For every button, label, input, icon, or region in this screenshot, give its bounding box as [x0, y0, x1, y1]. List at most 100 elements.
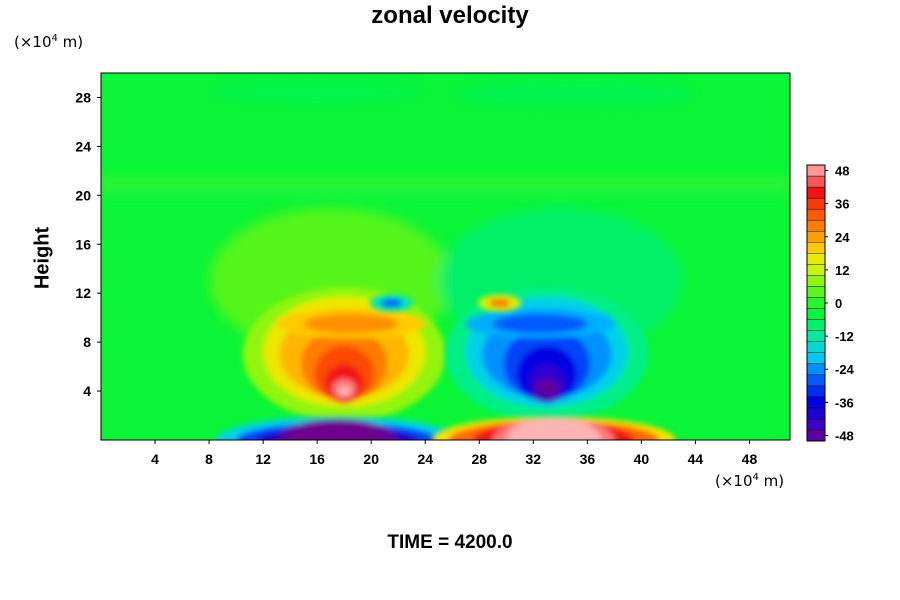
y-tick-label: 8: [83, 334, 91, 350]
colorbar-bin: [806, 208, 826, 221]
x-tick: 28: [471, 440, 487, 467]
x-tick-label: 40: [634, 451, 650, 467]
colorbar-bin: [806, 253, 826, 265]
colorbar-tick-label: -12: [835, 329, 854, 344]
colorbar-bin: [806, 418, 826, 431]
colorbar-bin: [806, 175, 826, 188]
colorbar-bin: [806, 286, 826, 298]
negative-lobe-contour: [534, 378, 559, 399]
y-tick-label: 28: [75, 89, 91, 105]
x-tick: 8: [205, 440, 213, 467]
x-tick: 4: [151, 440, 159, 467]
colorbar-tick: 48: [825, 164, 849, 179]
colorbar-tick: 12: [825, 263, 849, 278]
colorbar-bin: [806, 319, 826, 331]
y-tick-label: 12: [75, 285, 91, 301]
colorbar-bin: [806, 197, 826, 210]
colorbar-tick: 24: [825, 230, 850, 245]
x-ticks: 4 8 12 16 20 24 28 32 36 40 44 48: [151, 440, 757, 467]
y-tick: 4: [83, 383, 101, 399]
colorbar-bin: [806, 242, 826, 254]
x-tick: 24: [417, 440, 433, 467]
negative-lobe: [445, 287, 649, 422]
upper-negative-band: [452, 80, 696, 108]
x-tick-label: 48: [742, 451, 758, 467]
colorbar-bin: [806, 186, 826, 199]
colorbar-tick: -12: [825, 329, 854, 344]
y-tick: 28: [75, 89, 101, 105]
colorbar-tick: 0: [825, 296, 842, 311]
chart-title: zonal velocity: [371, 2, 529, 29]
time-label: TIME = 4200.0: [387, 532, 513, 553]
positive-surface-band-contour: [506, 417, 601, 440]
colorbar-bin: [806, 164, 826, 177]
negative-surface-band: [215, 416, 459, 440]
colorbar-bin: [806, 352, 826, 364]
y-tick-label: 16: [75, 236, 91, 252]
colorbar-bin: [806, 231, 826, 243]
x-tick: 12: [255, 440, 271, 467]
y-ticks: 4 8 12 16 20 24 28: [75, 89, 101, 399]
colorbar-tick-label: -48: [835, 428, 854, 443]
positive-surface-band: [432, 416, 676, 440]
y-tick: 16: [75, 236, 101, 252]
colorbar-tick-label: 48: [835, 164, 849, 179]
colorbar-tick: -36: [825, 395, 854, 410]
x-tick-label: 28: [471, 451, 487, 467]
colorbar-tick-label: -24: [835, 362, 855, 377]
y-axis-unit: (×104 m): [14, 33, 84, 51]
x-tick: 36: [580, 440, 596, 467]
colorbar: 48 36 24 12 0 -12 -24 -36 -48: [806, 164, 855, 443]
colorbar-bin: [806, 219, 826, 232]
small-negative-spot-contour: [380, 298, 403, 308]
x-tick-label: 12: [255, 451, 271, 467]
colorbar-tick-label: 24: [835, 230, 850, 245]
y-tick: 20: [75, 187, 101, 203]
colorbar-tick: 36: [825, 197, 849, 212]
colorbar-bin: [806, 374, 826, 387]
x-tick-label: 20: [363, 451, 379, 467]
colorbar-bin: [806, 429, 826, 442]
upper-negative-streak: [101, 184, 790, 192]
y-tick: 8: [83, 334, 101, 350]
y-tick-label: 4: [83, 383, 91, 399]
colorbar-tick-label: 0: [835, 296, 842, 311]
negative-tongue-contour: [492, 313, 588, 334]
colorbar-tick-label: -36: [835, 395, 854, 410]
colorbar-bin: [806, 308, 826, 320]
x-tick: 32: [526, 440, 542, 467]
colorbar-tick-label: 36: [835, 197, 849, 212]
positive-tongue: [276, 309, 426, 339]
colorbar-bin: [806, 275, 826, 287]
negative-tongue: [465, 309, 615, 339]
colorbar-bin: [806, 264, 826, 276]
positive-lobe: [242, 287, 446, 422]
upper-negative-band-left: [209, 79, 426, 104]
positive-lobe-contour: [337, 386, 351, 396]
x-tick-label: 16: [309, 451, 325, 467]
x-axis-unit: (×104 m): [715, 472, 785, 490]
small-positive-spot: [477, 294, 522, 312]
colorbar-bin: [806, 385, 826, 398]
colorbar-bin: [806, 396, 826, 409]
y-tick: 12: [75, 285, 101, 301]
x-tick-label: 4: [151, 451, 159, 467]
small-negative-spot: [369, 294, 414, 312]
x-tick: 16: [309, 440, 325, 467]
small-positive-spot-contour: [488, 298, 511, 308]
positive-tongue-contour: [303, 313, 399, 334]
x-tick-label: 32: [526, 451, 542, 467]
x-tick-label: 8: [205, 451, 213, 467]
colorbar-tick: -48: [825, 428, 854, 443]
colorbar-bin: [806, 363, 826, 375]
y-tick-label: 20: [75, 187, 91, 203]
x-tick-label: 36: [580, 451, 596, 467]
negative-surface-band-contour: [290, 421, 385, 440]
colorbar-tick: -24: [825, 362, 855, 377]
colorbar-bin: [806, 407, 826, 420]
x-tick-label: 44: [688, 451, 704, 467]
plot-area: [101, 73, 790, 440]
x-tick-label: 24: [417, 451, 433, 467]
x-tick: 44: [688, 440, 704, 467]
colorbar-bin: [806, 341, 826, 353]
